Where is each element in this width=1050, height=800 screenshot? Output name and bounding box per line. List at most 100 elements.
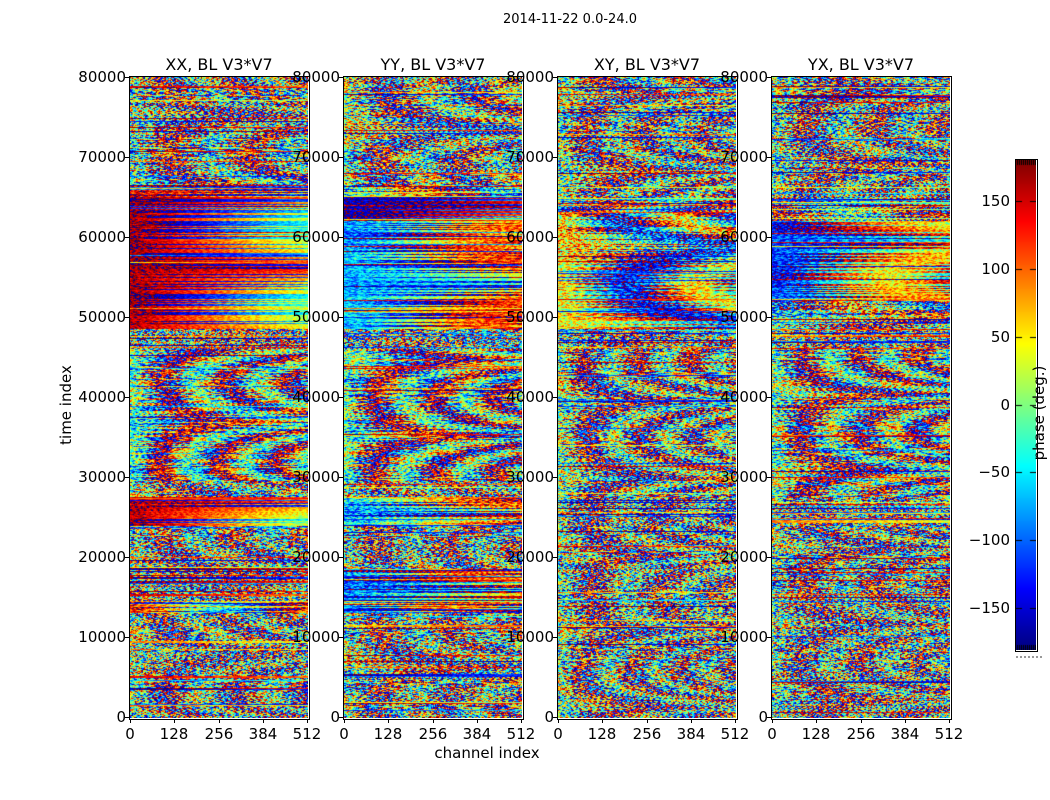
- y-tick-mark: [553, 237, 557, 238]
- y-tick-mark: [339, 717, 343, 718]
- x-tick-label: 512: [934, 725, 964, 743]
- x-axis-label: channel index: [434, 744, 540, 762]
- y-tick-mark: [553, 317, 557, 318]
- x-tick-label: 128: [159, 725, 189, 743]
- x-tick-label: 128: [801, 725, 831, 743]
- y-axis-label: time index: [57, 365, 75, 445]
- y-tick-label: 40000: [506, 388, 554, 406]
- y-tick-label: 30000: [78, 468, 126, 486]
- colorbar-gradient: [1016, 160, 1036, 650]
- panel-title: XY, BL V3*V7: [593, 55, 701, 74]
- y-tick-mark: [553, 557, 557, 558]
- y-tick-mark: [767, 557, 771, 558]
- y-tick-mark: [553, 397, 557, 398]
- x-tick-label: 0: [767, 725, 777, 743]
- colorbar-tick-label: 100: [981, 260, 1010, 278]
- x-tick-mark: [219, 719, 220, 723]
- x-tick-label: 256: [418, 725, 448, 743]
- y-tick-mark: [553, 77, 557, 78]
- y-tick-label: 0: [758, 708, 768, 726]
- y-tick-mark: [553, 477, 557, 478]
- y-tick-mark: [767, 157, 771, 158]
- y-tick-label: 10000: [720, 628, 768, 646]
- x-tick-label: 128: [373, 725, 403, 743]
- y-tick-label: 50000: [292, 308, 340, 326]
- y-tick-mark: [339, 317, 343, 318]
- y-tick-label: 80000: [292, 68, 340, 86]
- y-tick-label: 60000: [78, 228, 126, 246]
- x-tick-label: 0: [339, 725, 349, 743]
- x-tick-label: 384: [248, 725, 278, 743]
- y-tick-mark: [125, 77, 129, 78]
- colorbar-extension-dots: [1016, 656, 1042, 658]
- x-tick-label: 512: [292, 725, 322, 743]
- x-tick-mark: [816, 719, 817, 723]
- x-tick-mark: [307, 719, 308, 723]
- y-tick-label: 0: [544, 708, 554, 726]
- x-tick-mark: [558, 719, 559, 723]
- figure-title: 2014-11-22 0.0-24.0: [503, 12, 637, 27]
- y-tick-label: 20000: [78, 548, 126, 566]
- y-tick-label: 30000: [720, 468, 768, 486]
- y-tick-mark: [125, 637, 129, 638]
- colorbar-tick-label: −100: [968, 531, 1010, 549]
- colorbar-label: phase (deg.): [1030, 365, 1048, 461]
- y-tick-label: 30000: [506, 468, 554, 486]
- y-tick-label: 70000: [292, 148, 340, 166]
- heatmap-canvas: [344, 77, 522, 718]
- colorbar-tick-label: 50: [990, 328, 1010, 346]
- heatmap-canvas: [558, 77, 736, 718]
- y-tick-mark: [767, 717, 771, 718]
- x-tick-mark: [772, 719, 773, 723]
- y-tick-mark: [339, 157, 343, 158]
- y-tick-label: 60000: [506, 228, 554, 246]
- y-tick-label: 10000: [292, 628, 340, 646]
- y-tick-label: 20000: [720, 548, 768, 566]
- y-tick-mark: [339, 557, 343, 558]
- x-tick-mark: [174, 719, 175, 723]
- y-tick-label: 40000: [720, 388, 768, 406]
- y-tick-mark: [125, 477, 129, 478]
- x-tick-mark: [521, 719, 522, 723]
- colorbar-tick-label: 150: [981, 192, 1010, 210]
- y-tick-mark: [125, 157, 129, 158]
- x-tick-mark: [344, 719, 345, 723]
- x-tick-mark: [477, 719, 478, 723]
- y-tick-mark: [125, 397, 129, 398]
- colorbar-tick-label: −150: [968, 599, 1010, 617]
- y-tick-label: 80000: [506, 68, 554, 86]
- y-tick-label: 40000: [292, 388, 340, 406]
- y-tick-mark: [339, 477, 343, 478]
- y-tick-label: 50000: [78, 308, 126, 326]
- y-tick-mark: [553, 157, 557, 158]
- x-tick-label: 128: [587, 725, 617, 743]
- y-tick-mark: [553, 637, 557, 638]
- y-tick-mark: [125, 557, 129, 558]
- y-tick-label: 70000: [78, 148, 126, 166]
- x-tick-mark: [735, 719, 736, 723]
- y-tick-mark: [125, 717, 129, 718]
- y-tick-mark: [339, 397, 343, 398]
- x-tick-label: 384: [462, 725, 492, 743]
- y-tick-mark: [339, 237, 343, 238]
- x-tick-label: 512: [720, 725, 750, 743]
- x-tick-mark: [263, 719, 264, 723]
- x-tick-mark: [388, 719, 389, 723]
- y-tick-label: 70000: [720, 148, 768, 166]
- y-tick-label: 70000: [506, 148, 554, 166]
- y-tick-label: 10000: [506, 628, 554, 646]
- heatmap-canvas: [772, 77, 950, 718]
- x-tick-label: 256: [632, 725, 662, 743]
- y-tick-mark: [339, 637, 343, 638]
- colorbar-tick-label: −50: [978, 463, 1010, 481]
- y-tick-label: 80000: [720, 68, 768, 86]
- y-tick-mark: [767, 477, 771, 478]
- y-tick-mark: [767, 397, 771, 398]
- panel-title: YY, BL V3*V7: [380, 55, 486, 74]
- y-tick-label: 60000: [720, 228, 768, 246]
- y-tick-mark: [125, 317, 129, 318]
- y-tick-label: 40000: [78, 388, 126, 406]
- y-tick-mark: [339, 77, 343, 78]
- colorbar-tick-label: 0: [1000, 396, 1010, 414]
